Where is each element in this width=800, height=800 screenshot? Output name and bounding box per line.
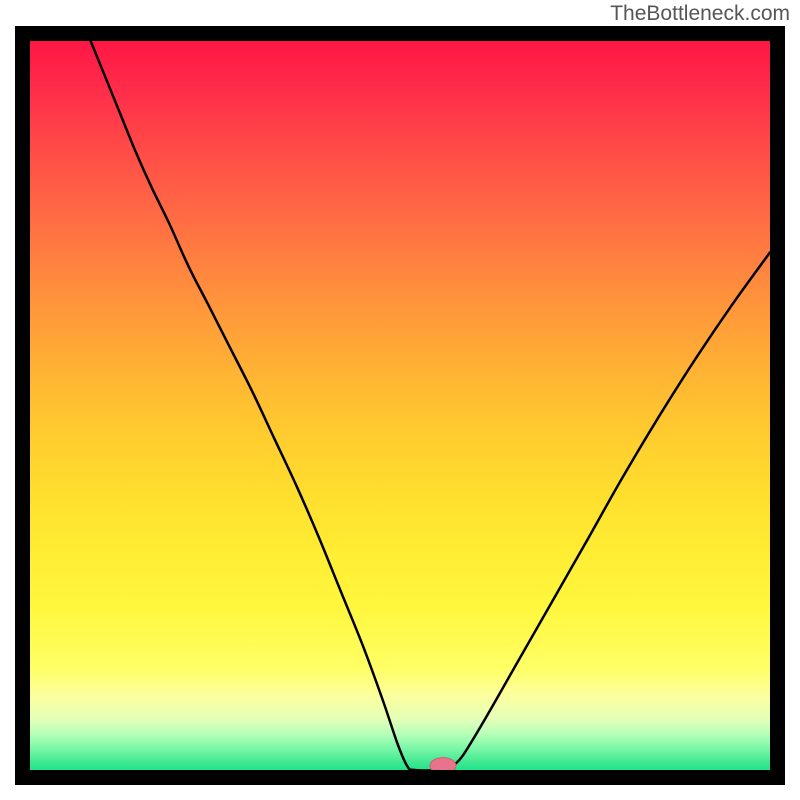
- chart-frame: [15, 26, 785, 785]
- chart-plot-area: [30, 41, 770, 770]
- gradient-background: [30, 41, 770, 770]
- watermark-text: TheBottleneck.com: [610, 2, 790, 26]
- chart-container: TheBottleneck.com: [0, 0, 800, 800]
- optimal-marker: [430, 758, 456, 770]
- chart-svg: [30, 41, 770, 770]
